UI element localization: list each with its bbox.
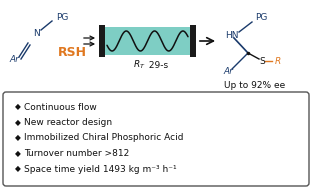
Text: PG: PG	[56, 13, 68, 22]
Text: RSH: RSH	[57, 46, 86, 59]
Text: ◆: ◆	[15, 164, 21, 174]
Text: Up to 92% ee: Up to 92% ee	[224, 81, 285, 90]
Text: ◆: ◆	[15, 149, 21, 158]
Text: Turnover number >812: Turnover number >812	[24, 149, 129, 158]
Text: ◆: ◆	[15, 102, 21, 112]
Text: ◆: ◆	[15, 118, 21, 127]
Bar	[190, 25, 196, 57]
Text: Ar: Ar	[223, 67, 233, 77]
Text: R: R	[275, 57, 281, 66]
Text: ◆: ◆	[15, 133, 21, 143]
FancyBboxPatch shape	[3, 92, 309, 186]
Text: S: S	[259, 57, 265, 66]
Text: N: N	[33, 29, 39, 37]
Text: New reactor design: New reactor design	[24, 118, 112, 127]
Text: Continuous flow: Continuous flow	[24, 102, 97, 112]
Text: HN: HN	[225, 30, 239, 40]
Text: 29-s: 29-s	[147, 60, 168, 70]
Bar	[105, 27, 190, 55]
Text: Space time yield 1493 kg m⁻³ h⁻¹: Space time yield 1493 kg m⁻³ h⁻¹	[24, 164, 177, 174]
Bar	[99, 25, 105, 57]
Text: PG: PG	[255, 13, 267, 22]
Text: $R_T$: $R_T$	[133, 59, 145, 71]
Text: Ar: Ar	[9, 56, 19, 64]
Text: Immobilized Chiral Phosphoric Acid: Immobilized Chiral Phosphoric Acid	[24, 133, 183, 143]
